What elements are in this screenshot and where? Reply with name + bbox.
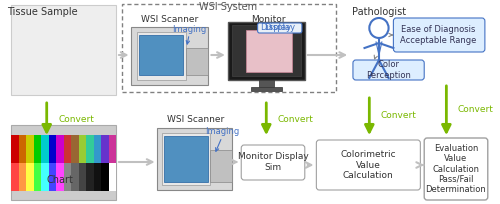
FancyBboxPatch shape <box>71 135 78 163</box>
FancyBboxPatch shape <box>108 135 116 163</box>
FancyBboxPatch shape <box>108 163 116 191</box>
Text: Tissue Sample: Tissue Sample <box>6 7 77 17</box>
FancyBboxPatch shape <box>11 135 18 163</box>
FancyBboxPatch shape <box>18 135 26 163</box>
FancyBboxPatch shape <box>353 60 424 80</box>
Text: Chart: Chart <box>46 175 74 185</box>
FancyBboxPatch shape <box>86 135 94 163</box>
FancyBboxPatch shape <box>162 133 210 185</box>
Text: Display: Display <box>264 23 296 32</box>
FancyBboxPatch shape <box>11 5 116 95</box>
FancyBboxPatch shape <box>78 135 86 163</box>
Text: Convert: Convert <box>458 105 494 114</box>
Text: Monitor Display
Sim: Monitor Display Sim <box>238 152 308 172</box>
FancyBboxPatch shape <box>101 163 108 191</box>
FancyBboxPatch shape <box>34 163 41 191</box>
FancyBboxPatch shape <box>86 163 94 191</box>
FancyBboxPatch shape <box>228 22 305 80</box>
Text: Convert: Convert <box>381 112 417 121</box>
Text: Pathologist: Pathologist <box>352 7 406 17</box>
FancyBboxPatch shape <box>64 135 71 163</box>
FancyBboxPatch shape <box>139 35 184 75</box>
FancyBboxPatch shape <box>137 32 186 80</box>
FancyBboxPatch shape <box>34 135 41 163</box>
Text: Imaging: Imaging <box>205 128 239 136</box>
FancyBboxPatch shape <box>41 135 48 163</box>
Circle shape <box>370 18 388 38</box>
Text: Evaluation
Value
Calculation
Pass/Fail
Determination: Evaluation Value Calculation Pass/Fail D… <box>426 144 486 194</box>
FancyBboxPatch shape <box>78 163 86 191</box>
FancyBboxPatch shape <box>122 4 336 92</box>
FancyBboxPatch shape <box>26 135 34 163</box>
FancyBboxPatch shape <box>158 128 232 190</box>
Text: Monitor: Monitor <box>251 14 286 23</box>
FancyBboxPatch shape <box>241 145 305 180</box>
FancyBboxPatch shape <box>186 48 208 75</box>
FancyBboxPatch shape <box>41 163 48 191</box>
Text: WSI Scanner: WSI Scanner <box>142 14 199 23</box>
FancyBboxPatch shape <box>71 163 78 191</box>
FancyBboxPatch shape <box>26 163 34 191</box>
FancyBboxPatch shape <box>94 163 101 191</box>
FancyBboxPatch shape <box>258 80 274 87</box>
FancyBboxPatch shape <box>18 163 26 191</box>
FancyBboxPatch shape <box>316 140 420 190</box>
Text: WSI Scanner: WSI Scanner <box>168 115 224 124</box>
FancyBboxPatch shape <box>64 163 71 191</box>
Text: WSI System: WSI System <box>198 2 257 12</box>
FancyBboxPatch shape <box>11 163 18 191</box>
Text: Display: Display <box>260 22 292 31</box>
FancyBboxPatch shape <box>48 163 56 191</box>
FancyBboxPatch shape <box>94 135 101 163</box>
FancyBboxPatch shape <box>232 25 301 76</box>
FancyBboxPatch shape <box>210 150 232 182</box>
FancyBboxPatch shape <box>132 27 208 85</box>
FancyBboxPatch shape <box>164 136 208 182</box>
FancyBboxPatch shape <box>258 23 302 33</box>
FancyBboxPatch shape <box>11 125 116 200</box>
FancyBboxPatch shape <box>48 135 56 163</box>
Text: Color
Perception: Color Perception <box>366 60 411 80</box>
FancyBboxPatch shape <box>424 138 488 200</box>
Text: Convert: Convert <box>58 114 94 123</box>
FancyBboxPatch shape <box>394 18 485 52</box>
FancyBboxPatch shape <box>101 135 108 163</box>
FancyBboxPatch shape <box>56 163 64 191</box>
Text: Convert: Convert <box>278 114 314 123</box>
FancyBboxPatch shape <box>246 30 292 72</box>
Text: Colorimetric
Value
Calculation: Colorimetric Value Calculation <box>340 150 396 180</box>
Text: Imaging: Imaging <box>172 26 206 34</box>
FancyBboxPatch shape <box>56 135 64 163</box>
FancyBboxPatch shape <box>251 87 282 91</box>
Text: Ease of Diagnosis
Acceptable Range: Ease of Diagnosis Acceptable Range <box>400 25 477 45</box>
